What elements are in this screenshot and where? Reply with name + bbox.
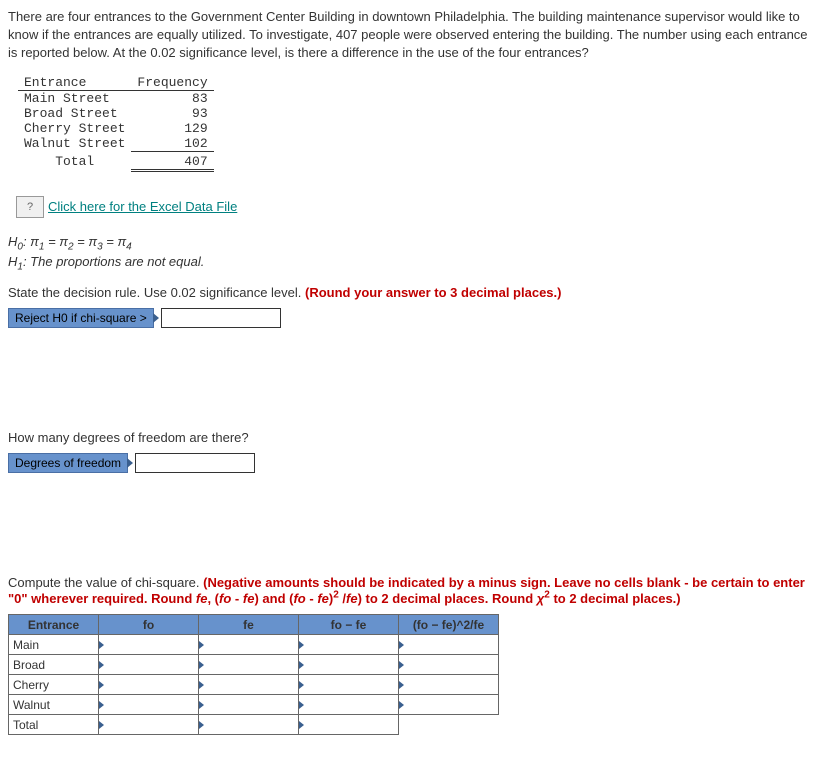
degrees-freedom-prompt: How many degrees of freedom are there? <box>8 430 812 445</box>
chi-row: Broad <box>9 655 499 675</box>
chi-cell-input[interactable] <box>199 635 299 655</box>
input-marker-icon <box>299 721 304 729</box>
freq-cell: 93 <box>131 106 213 121</box>
input-marker-icon <box>399 661 404 669</box>
input-marker-icon <box>299 641 304 649</box>
chi-cell-input[interactable] <box>299 655 399 675</box>
chi-header-fo-fe: fo − fe <box>299 615 399 635</box>
chi-cell-input[interactable] <box>299 715 399 735</box>
input-marker-icon <box>399 681 404 689</box>
input-marker-icon <box>99 701 104 709</box>
freq-cell: Main Street <box>18 90 131 106</box>
input-marker-icon <box>299 701 304 709</box>
chi-cell-input[interactable] <box>199 695 299 715</box>
hypothesis-null: H0: π1 = π2 = π3 = π4 <box>8 234 812 253</box>
chi-square-table: Entrance fo fe fo − fe (fo − fe)^2/fe Ma… <box>8 614 499 735</box>
reject-h0-label: Reject H0 if chi-square > <box>8 308 154 328</box>
freq-cell: Broad Street <box>18 106 131 121</box>
freq-cell: 102 <box>131 136 213 152</box>
input-marker-icon <box>299 661 304 669</box>
hypothesis-alternative: H1: The proportions are not equal. <box>8 254 812 273</box>
chi-cell-input[interactable] <box>199 675 299 695</box>
chi-row-label: Main <box>9 635 99 655</box>
chi-row-label: Walnut <box>9 695 99 715</box>
excel-file-icon[interactable]: ? <box>16 196 44 218</box>
input-marker-icon <box>127 458 133 468</box>
chi-cell-input[interactable] <box>99 675 199 695</box>
chi-row: Cherry <box>9 675 499 695</box>
chi-header-fe: fe <box>199 615 299 635</box>
input-marker-icon <box>399 641 404 649</box>
chi-cell-input[interactable] <box>399 675 499 695</box>
problem-text: There are four entrances to the Governme… <box>8 8 812 63</box>
chi-cell-input[interactable] <box>399 635 499 655</box>
chi-cell-input[interactable] <box>199 715 299 735</box>
input-marker-icon <box>199 701 204 709</box>
input-marker-icon <box>199 721 204 729</box>
decision-rule-prompt: State the decision rule. Use 0.02 signif… <box>8 285 812 300</box>
freq-cell: 129 <box>131 121 213 136</box>
input-marker-icon <box>99 681 104 689</box>
chi-cell-input[interactable] <box>199 655 299 675</box>
degrees-freedom-input[interactable] <box>135 453 255 473</box>
input-marker-icon <box>399 701 404 709</box>
chi-row-label: Broad <box>9 655 99 675</box>
freq-row: Main Street83 <box>18 90 214 106</box>
freq-cell: 83 <box>131 90 213 106</box>
chi-cell-input[interactable] <box>299 635 399 655</box>
chi-cell-input[interactable] <box>399 655 499 675</box>
degrees-freedom-label: Degrees of freedom <box>8 453 128 473</box>
chi-cell-empty <box>399 715 499 735</box>
chi-row: Total <box>9 715 499 735</box>
chi-row-label: Total <box>9 715 99 735</box>
freq-header-entrance: Entrance <box>18 75 131 91</box>
freq-row: Broad Street93 <box>18 106 214 121</box>
chi-cell-input[interactable] <box>299 695 399 715</box>
freq-cell: Walnut Street <box>18 136 131 152</box>
freq-total-row: Total407 <box>18 151 214 170</box>
freq-row: Walnut Street102 <box>18 136 214 152</box>
input-marker-icon <box>199 641 204 649</box>
excel-data-link[interactable]: Click here for the Excel Data File <box>48 199 237 214</box>
chi-square-compute-prompt: Compute the value of chi-square. (Negati… <box>8 575 812 606</box>
chi-row-label: Cherry <box>9 675 99 695</box>
chi-cell-input[interactable] <box>99 715 199 735</box>
input-marker-icon <box>99 721 104 729</box>
input-marker-icon <box>99 661 104 669</box>
chi-row: Main <box>9 635 499 655</box>
chi-row: Walnut <box>9 695 499 715</box>
chi-cell-input[interactable] <box>99 655 199 675</box>
freq-total-label: Total <box>18 151 131 170</box>
freq-cell: Cherry Street <box>18 121 131 136</box>
freq-total-value: 407 <box>131 151 213 170</box>
frequency-table: Entrance Frequency Main Street83 Broad S… <box>18 75 214 172</box>
input-marker-icon <box>299 681 304 689</box>
chi-header-entrance: Entrance <box>9 615 99 635</box>
chi-cell-input[interactable] <box>299 675 399 695</box>
input-marker-icon <box>199 661 204 669</box>
freq-row: Cherry Street129 <box>18 121 214 136</box>
chi-cell-input[interactable] <box>399 695 499 715</box>
chi-cell-input[interactable] <box>99 695 199 715</box>
chi-header-fo-fe-sq: (fo − fe)^2/fe <box>399 615 499 635</box>
input-marker-icon <box>199 681 204 689</box>
freq-header-frequency: Frequency <box>131 75 213 91</box>
input-marker-icon <box>99 641 104 649</box>
chi-header-fo: fo <box>99 615 199 635</box>
chi-square-critical-input[interactable] <box>161 308 281 328</box>
input-marker-icon <box>153 313 159 323</box>
chi-cell-input[interactable] <box>99 635 199 655</box>
